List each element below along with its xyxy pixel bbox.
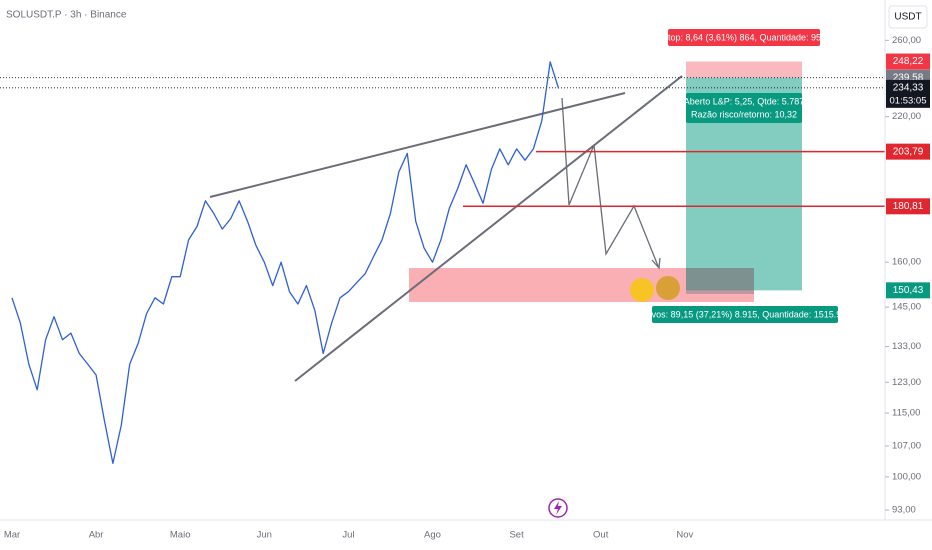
open-label-box <box>686 93 802 123</box>
price-label-box <box>886 53 930 70</box>
x-tick-label: Abr <box>89 530 104 541</box>
y-tick-label: 93,00 <box>892 505 916 516</box>
plot: Stop: 8,64 (3,61%) 864, Quantidade: 950 A… <box>0 29 885 465</box>
open-label: Aberto L&P: 5,25, Qtde: 5.787 <box>684 96 805 106</box>
ratio-label: Razão risco/retorno: 10,32 <box>691 109 797 119</box>
x-tick-label: Maio <box>170 530 191 541</box>
price-line-series <box>11 61 560 465</box>
y-tick-label: 123,00 <box>892 377 921 388</box>
wedge-line <box>294 75 683 382</box>
y-tick-label: 133,00 <box>892 341 921 352</box>
x-tick-label: Ago <box>424 530 441 541</box>
stop-label: Stop: 8,64 (3,61%) 864, Quantidade: 950 <box>662 32 826 42</box>
x-tick-label: Jul <box>342 530 354 541</box>
arrow-head <box>651 257 661 270</box>
countdown: 01:53:05 <box>890 95 927 106</box>
target-overlay <box>686 268 754 294</box>
x-tick-label: Out <box>593 530 609 541</box>
y-tick-label: 220,00 <box>892 111 921 122</box>
stop-label-box <box>668 29 820 46</box>
y-tick-label: 115,00 <box>892 408 920 419</box>
y-tick-label: 107,00 <box>892 441 921 452</box>
price-label-box <box>886 79 930 108</box>
price-label: 239,58 <box>893 72 924 83</box>
price-label: 248,22 <box>893 56 924 67</box>
price-label: 180,81 <box>893 201 924 212</box>
emoji-icon <box>630 278 654 302</box>
currency[interactable]: USDT <box>894 12 921 23</box>
stop-zone <box>686 61 802 78</box>
y-tick-label: 260,00 <box>892 35 921 46</box>
price-label-box <box>886 198 930 215</box>
x-tick-label: Set <box>509 530 524 541</box>
wedge-line <box>209 92 626 198</box>
price-label: 203,79 <box>893 146 924 157</box>
chart-title: SOLUSDT.P · 3h · Binance <box>6 10 127 21</box>
targets-label-box <box>652 306 838 323</box>
x-tick-label: Nov <box>676 530 693 541</box>
x-tick-label: Mar <box>4 530 20 541</box>
price-label-box <box>886 143 930 160</box>
y-tick-label: 160,00 <box>892 257 921 268</box>
y-tick-label: 100,00 <box>892 471 921 482</box>
y-tick-label: 145,00 <box>892 302 921 313</box>
price-label-box <box>886 282 930 299</box>
price-label: 150,43 <box>893 285 924 296</box>
emoji-icon <box>656 276 680 300</box>
price-label: 234,33 <box>893 82 924 93</box>
currency-box[interactable] <box>888 5 928 29</box>
event-icon <box>554 501 562 515</box>
path-arrow <box>561 97 659 267</box>
x-tick-label: Jun <box>257 530 272 541</box>
targets-label: Alvos: 89,15 (37,21%) 8.915, Quantidade:… <box>644 309 847 319</box>
